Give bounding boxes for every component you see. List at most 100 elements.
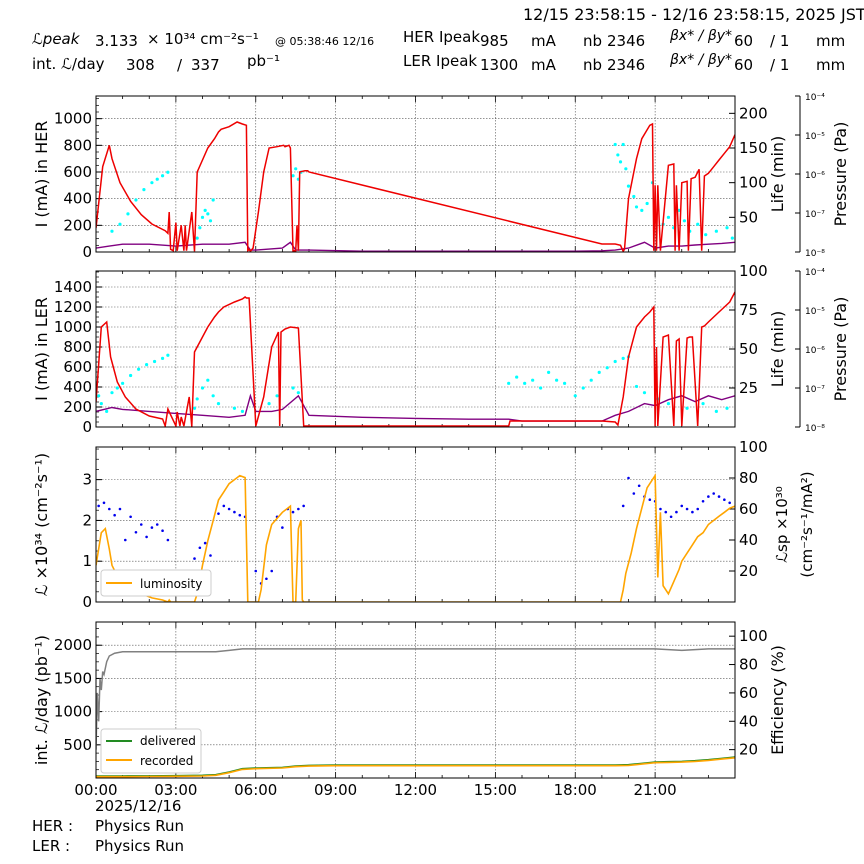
y-tick-label: 800 [63,136,92,154]
life-point [618,160,623,164]
specific-lumi-point [150,526,154,529]
life-point [632,194,636,199]
y-right-tick-label: 40 [739,712,758,730]
header-intl-value2: 337 [191,56,220,74]
life-point [134,198,138,202]
y-tick-label: 1000 [54,318,92,336]
specific-lumi-point [685,507,689,511]
legend: luminosity [100,569,212,597]
legend-label-delivered: delivered [140,734,196,748]
y-right-tick-label: 80 [739,469,758,487]
pressure-axis-label: Pressure (Pa) [831,297,850,402]
life-point [195,236,199,240]
life-point [621,356,625,360]
y-axis-label: ℒ ×10³⁴ (cm⁻²s⁻¹) [32,453,51,596]
header-intl-value: 308 [126,56,155,74]
specific-lumi-point [680,504,684,508]
life-point [152,359,157,364]
pressure-tick-label: 10⁻⁶ [805,171,825,181]
x-tick-label: 18:00 [554,781,597,799]
y-right-tick-label: 200 [739,104,768,122]
life-point [597,370,601,374]
life-point [725,406,729,410]
specific-lumi-point [648,498,652,502]
life-point [645,201,649,206]
y-right-tick-label: 100 [739,438,768,456]
life-point [137,367,141,371]
life-point [155,177,159,181]
y-right-tick-label: 100 [739,627,768,645]
header-lpeak-label: ℒpeak [32,30,80,48]
life-point [150,181,154,185]
specific-lumi-point [297,507,300,511]
life-point [666,215,671,219]
specific-lumi-point [118,507,122,511]
legend-label-recorded: recorded [140,754,193,768]
specific-lumi-point [129,515,132,519]
life-point [144,363,149,367]
specific-lumi-point [723,498,726,502]
panel-lumi: 0 1 2 3 20 40 60 80 100 ℒ ×10³⁴ (cm⁻²s⁻¹) ℒsp ×10³… [32,438,816,611]
x-tick-label: 21:00 [634,781,677,799]
y-right-axis-label: Life (min) [768,136,787,213]
life-point [714,409,718,413]
header-ler-beta-unit: mm [816,56,846,74]
footer-her-label: HER : [32,817,74,835]
life-point [704,233,708,237]
life-point [200,386,205,390]
data-layer [96,648,735,778]
legend-label-luminosity: luminosity [140,577,202,591]
pressure-tick-label: 10⁻⁴ [805,93,825,103]
specific-lumi-point [270,569,274,573]
life-point [616,153,620,157]
data-layer [96,121,735,252]
y-tick-label: 200 [63,216,92,234]
specific-lumi-point [222,504,226,508]
specific-lumi-point [701,499,705,503]
life-point [206,378,210,382]
specific-lumi-point [217,512,220,515]
y-tick-label: 2000 [54,636,92,654]
specific-lumi-point [145,535,148,539]
life-point [208,219,213,223]
header-lpeak-unit: × 10³⁴ cm⁻²s⁻¹ [147,30,259,48]
life-point [121,381,125,385]
x-tick-label: 15:00 [474,781,517,799]
life-point [195,397,199,401]
life-point [605,366,609,370]
life-point [589,378,593,382]
header-ler-beta-y: / 1 [770,56,790,74]
life-point [515,375,519,379]
pressure-tick-label: 10⁻⁵ [805,132,825,142]
current-line [96,121,735,252]
life-point [634,205,639,209]
y-right-axis-label: Efficiency (%) [768,645,787,755]
y-right-tick-label: 25 [739,379,758,397]
header-her-nb-label: nb [583,32,603,50]
header-range: 12/15 23:58:15 - 12/16 23:58:15, 2025 JS… [523,5,864,24]
header-ler-label: LER Ipeak [403,52,478,70]
life-point [666,402,671,406]
specific-lumi-point [712,492,715,495]
header-ler-beta-label: βx* / βy* [670,52,733,68]
life-point [725,226,729,230]
y-tick-label: 0 [82,593,92,611]
y-right-axis-label: Life (min) [768,311,787,388]
y-tick-label: 400 [63,190,92,208]
specific-lumi-point [113,513,116,517]
y-right-tick-label: 50 [739,340,758,358]
legend-box [100,569,212,597]
y-tick-label: 3 [82,471,92,489]
efficiency-line [96,648,735,750]
life-point [547,370,551,374]
y-right-tick-label: 75 [739,301,758,319]
footer-date: 2025/12/16 [95,797,182,815]
specific-lumi-point [669,515,673,519]
header-her-beta-x: 60 [734,32,754,50]
specific-lumi-point [102,501,106,505]
life-point [216,402,221,406]
plot-frame [95,621,736,779]
life-point [730,236,734,240]
footer-ler-status: Physics Run [95,837,185,855]
